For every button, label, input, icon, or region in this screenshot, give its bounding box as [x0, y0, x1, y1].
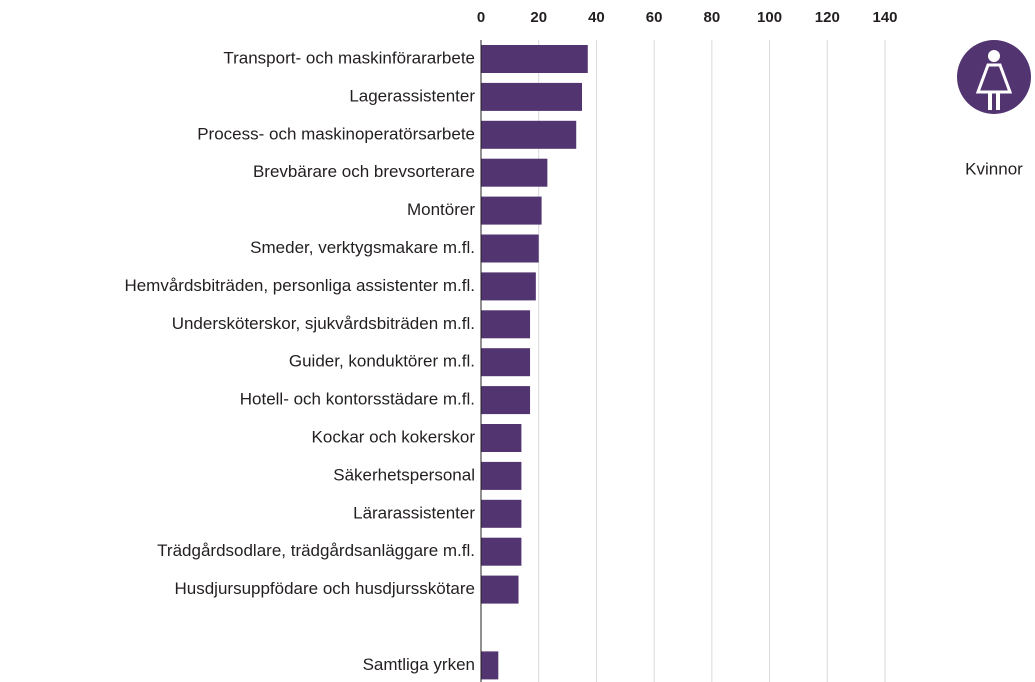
bar — [481, 537, 522, 566]
bar — [481, 310, 531, 339]
icon-leg — [996, 92, 1000, 110]
x-tick-label: 100 — [757, 9, 782, 26]
y-tick-label: Brevbärare och brevsorterare — [253, 162, 475, 181]
y-tick-label: Smeder, verktygsmakare m.fl. — [250, 238, 475, 257]
icon-circle — [957, 40, 1031, 114]
y-tick-label: Kockar och kokerskor — [312, 427, 476, 446]
bar — [481, 424, 522, 452]
y-tick-label: Process- och maskinoperatörsarbete — [197, 124, 475, 143]
x-tick-label: 120 — [815, 9, 840, 26]
bar — [481, 461, 522, 490]
bar — [481, 234, 539, 263]
bar — [481, 348, 531, 377]
bar — [481, 45, 588, 73]
x-tick-label: 60 — [646, 9, 663, 26]
y-tick-label: Trädgårdsodlare, trädgårdsanläggare m.fl… — [157, 541, 475, 560]
y-tick-label: Guider, konduktörer m.fl. — [289, 352, 475, 371]
bar — [481, 196, 542, 225]
x-tick-label: 140 — [872, 9, 897, 26]
y-tick-label: Samtliga yrken — [363, 655, 475, 674]
x-tick-label: 20 — [530, 9, 547, 26]
y-tick-label: Undersköterskor, sjukvårdsbiträden m.fl. — [172, 314, 475, 333]
bar — [481, 499, 522, 528]
bar — [481, 651, 499, 680]
bar — [481, 82, 582, 111]
bar — [481, 575, 519, 604]
x-tick-label: 80 — [704, 9, 721, 26]
legend-label: Kvinnor — [965, 159, 1023, 178]
bar — [481, 386, 531, 415]
bar — [481, 158, 548, 187]
y-tick-label: Hotell- och kontorsstädare m.fl. — [240, 390, 475, 409]
y-tick-label: Transport- och maskinförararbete — [223, 48, 475, 67]
y-tick-label: Säkerhetspersonal — [333, 465, 475, 484]
icon-head — [988, 50, 1000, 62]
x-tick-label: 40 — [588, 9, 605, 26]
y-tick-label: Montörer — [407, 200, 475, 219]
legend-icon — [957, 40, 1031, 114]
icon-leg — [988, 92, 992, 110]
y-tick-label: Husdjursuppfödare och husdjursskötare — [174, 579, 475, 598]
bar — [481, 272, 536, 301]
bar — [481, 120, 577, 149]
x-tick-label: 0 — [477, 9, 485, 26]
y-tick-label: Hemvårdsbiträden, personliga assistenter… — [124, 276, 475, 295]
y-tick-label: Lärarassistenter — [353, 503, 475, 522]
y-tick-label: Lagerassistenter — [349, 86, 475, 105]
icon-dress — [975, 63, 1013, 94]
